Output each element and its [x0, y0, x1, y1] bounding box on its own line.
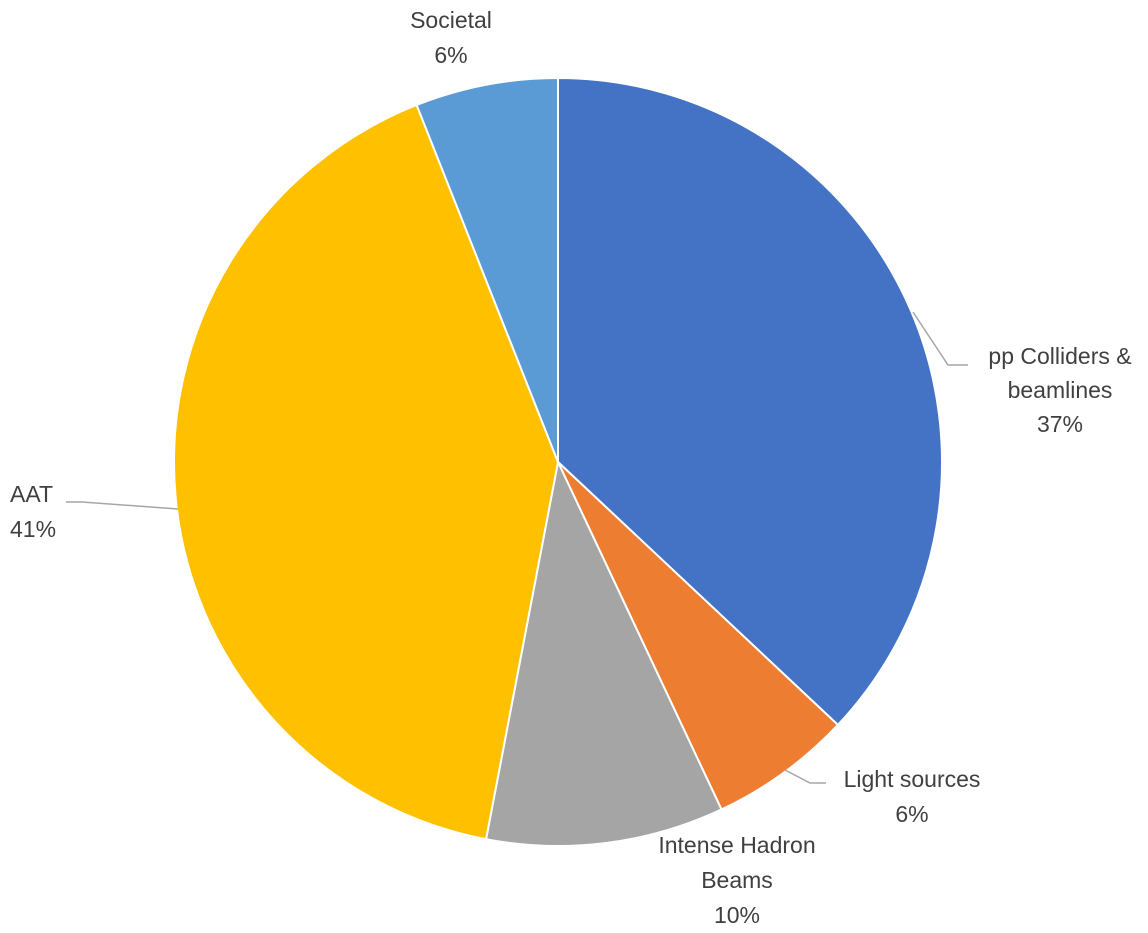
slice-label-pp-colliders-line2: beamlines: [1008, 377, 1113, 403]
slice-label-societal: Societal: [410, 7, 492, 33]
slice-value-intense-hadron: 10%: [714, 902, 760, 928]
slice-label-light-sources: Light sources: [844, 766, 981, 792]
pie-slices: [173, 76, 943, 847]
pie-slice-aat: [173, 103, 560, 841]
slice-label-intense-hadron: Intense Hadron: [658, 832, 815, 858]
pie-slice-intense-hadron-beams: [484, 458, 723, 847]
pie-slice-light-sources: [557, 461, 840, 811]
slice-label-intense-hadron-line2: Beams: [701, 867, 773, 893]
leader-line-light-sources: [784, 769, 826, 784]
leader-line-pp-colliders: [912, 311, 968, 366]
leader-lines: [66, 311, 968, 784]
slice-value-pp-colliders: 37%: [1037, 411, 1083, 437]
slice-value-light-sources: 6%: [895, 801, 928, 827]
slice-value-aat: 41%: [10, 516, 56, 542]
slice-value-societal: 6%: [434, 42, 467, 68]
pie-slice-societal: [415, 76, 559, 463]
leader-line-aat: [66, 501, 179, 510]
pie-slice-pp-colliders-beamlines: [557, 76, 943, 727]
data-labels: pp Colliders & beamlines 37% Light sourc…: [10, 7, 1132, 928]
slice-label-aat: AAT: [10, 481, 53, 507]
slice-label-pp-colliders: pp Colliders &: [988, 343, 1131, 369]
